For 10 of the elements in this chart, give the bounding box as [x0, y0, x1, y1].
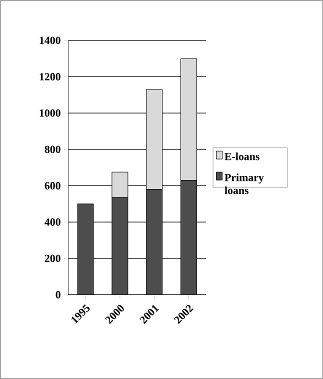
y-tick-label: 200	[44, 254, 60, 262]
legend-label: Primary loans	[224, 174, 264, 194]
y-tick-label: 800	[44, 146, 60, 154]
y-tick-label: 400	[44, 218, 60, 226]
legend-label: E-loans	[224, 152, 260, 160]
y-tick-label: 0	[56, 291, 60, 298]
y-tick-label: 1400	[40, 36, 60, 44]
y-tick-label: 1200	[40, 73, 60, 80]
y-tick-label: 600	[44, 182, 60, 190]
y-tick-label: 1000	[40, 109, 60, 117]
